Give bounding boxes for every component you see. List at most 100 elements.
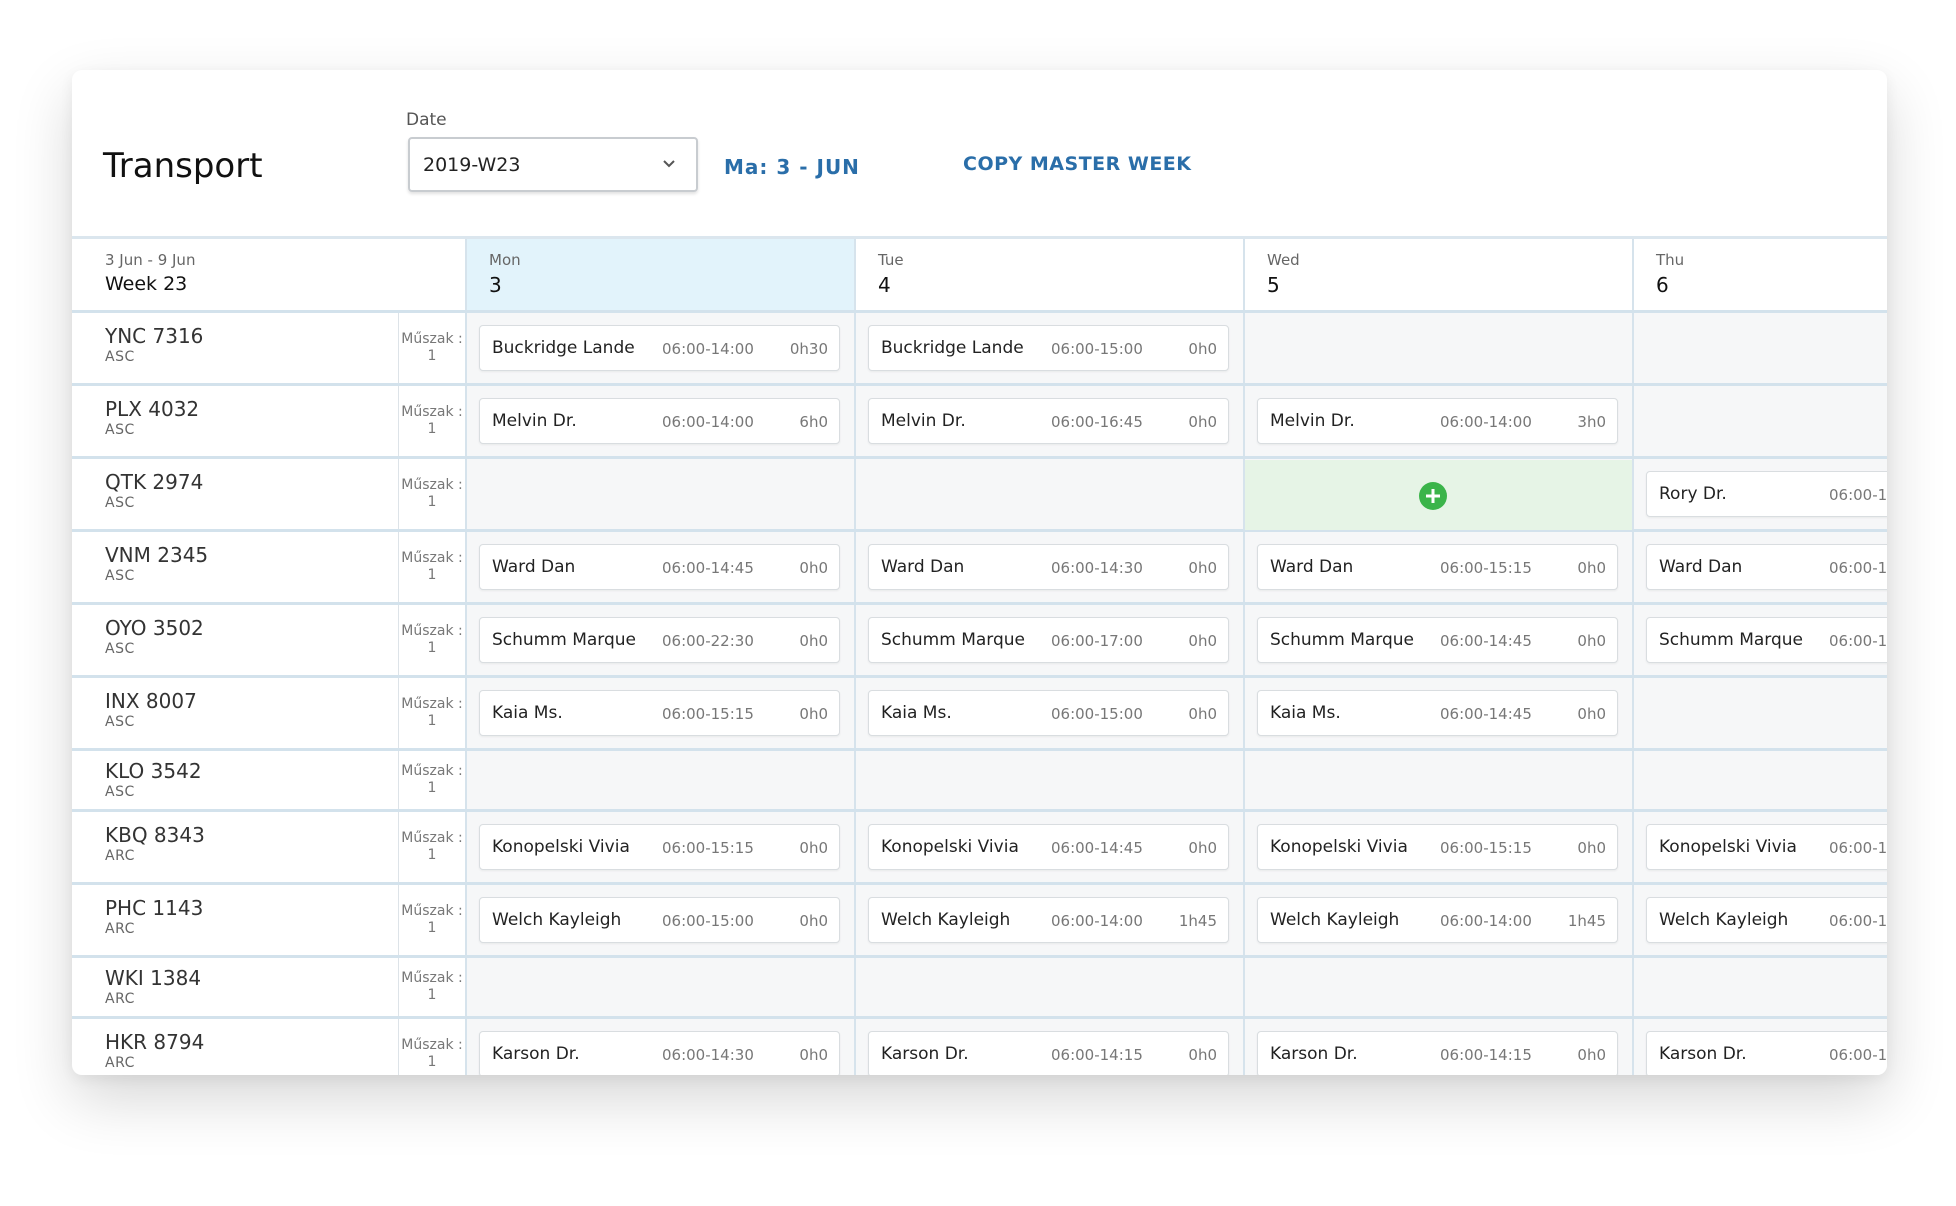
shift-extra: 0h0: [1188, 705, 1217, 723]
shift-card[interactable]: Kaia Ms. 06:00-15:15 0h0: [479, 690, 840, 736]
shift-card[interactable]: Welch Kayleigh 06:00-14:00 1h45: [1257, 897, 1618, 943]
shift-card[interactable]: Karson Dr. 06:00-14:30 0h0: [479, 1031, 840, 1075]
shift-extra: 0h0: [799, 1046, 828, 1064]
shift-card[interactable]: Ward Dan 06:00-14:30 0h0: [868, 544, 1229, 590]
day-cell: Welch Kayleigh 06:00-15:00 0h0: [465, 885, 854, 955]
shift-extra: 0h0: [1188, 632, 1217, 650]
vehicle-name: VNM 2345: [105, 543, 209, 567]
shift-card[interactable]: Melvin Dr. 06:00-14:00 3h0: [1257, 398, 1618, 444]
shift-card[interactable]: Kaia Ms. 06:00-15:00 0h0: [868, 690, 1229, 736]
shift-card[interactable]: Ward Dan 06:00-1: [1646, 544, 1887, 590]
shift-card[interactable]: Schumm Marque 06:00-17:00 0h0: [868, 617, 1229, 663]
vehicle-group: ASC: [105, 495, 135, 511]
shift-card[interactable]: Karson Dr. 06:00-1: [1646, 1031, 1887, 1075]
driver-name: Schumm Marque: [492, 630, 637, 650]
shift-card[interactable]: Schumm Marque 06:00-14:45 0h0: [1257, 617, 1618, 663]
day-cell: Ward Dan 06:00-14:30 0h0: [854, 532, 1243, 602]
day-cell: Schumm Marque 06:00-17:00 0h0: [854, 605, 1243, 675]
driver-name: Konopelski Vivia: [881, 837, 1019, 857]
add-slot[interactable]: [1243, 460, 1632, 530]
vehicle-group: ASC: [105, 714, 135, 730]
shift-time: 06:00-14:00: [1440, 413, 1532, 431]
vehicle-name: KBQ 8343: [105, 823, 205, 847]
shift-card[interactable]: Welch Kayleigh 06:00-14:00 1h45: [868, 897, 1229, 943]
day-cell: Konopelski Vivia 06:00-14:45 0h0: [854, 812, 1243, 882]
driver-name: Karson Dr.: [881, 1044, 969, 1064]
shift-card[interactable]: Konopelski Vivia 06:00-15:15 0h0: [479, 824, 840, 870]
shift-label: Műszak :: [401, 763, 463, 779]
shift-time: 06:00-14:45: [662, 559, 754, 577]
shift-card[interactable]: Konopelski Vivia 06:00-14:45 0h0: [868, 824, 1229, 870]
day-cell: Melvin Dr. 06:00-16:45 0h0: [854, 386, 1243, 456]
driver-name: Karson Dr.: [1270, 1044, 1358, 1064]
shift-cell: Műszak :1: [398, 532, 465, 602]
shift-time: 06:00-14:00: [1051, 912, 1143, 930]
shift-extra: 0h0: [799, 559, 828, 577]
shift-card[interactable]: Karson Dr. 06:00-14:15 0h0: [1257, 1031, 1618, 1075]
vehicle-row: PHC 1143 ARC Műszak :1 Welch Kayleigh 06:00-…: [72, 885, 1887, 958]
shift-number: 1: [427, 567, 437, 583]
shift-number: 1: [427, 987, 437, 1003]
day-cell: [1243, 958, 1632, 1016]
driver-name: Welch Kayleigh: [1659, 910, 1789, 930]
shift-card[interactable]: Konopelski Vivia 06:00-15:15 0h0: [1257, 824, 1618, 870]
shift-card[interactable]: Buckridge Lande 06:00-15:00 0h0: [868, 325, 1229, 371]
shift-card[interactable]: Ward Dan 06:00-14:45 0h0: [479, 544, 840, 590]
vehicle-row: KLO 3542 ASC Műszak :1: [72, 751, 1887, 812]
shift-card[interactable]: Kaia Ms. 06:00-14:45 0h0: [1257, 690, 1618, 736]
shift-card[interactable]: Welch Kayleigh 06:00-1: [1646, 897, 1887, 943]
shift-card[interactable]: Ward Dan 06:00-15:15 0h0: [1257, 544, 1618, 590]
shift-time: 06:00-1: [1829, 486, 1887, 504]
driver-name: Welch Kayleigh: [1270, 910, 1400, 930]
vehicle-name: HKR 8794: [105, 1030, 205, 1054]
shift-label: Műszak :: [401, 550, 463, 566]
shift-time: 06:00-16:45: [1051, 413, 1143, 431]
shift-extra: 0h0: [1188, 839, 1217, 857]
day-cell: Buckridge Lande 06:00-14:00 0h30: [465, 313, 854, 383]
driver-name: Karson Dr.: [1659, 1044, 1747, 1064]
day-cell: [1632, 958, 1887, 1016]
day-header: Mon 3: [465, 239, 854, 310]
shift-card[interactable]: Konopelski Vivia 06:00-1: [1646, 824, 1887, 870]
day-cell: Melvin Dr. 06:00-14:00 6h0: [465, 386, 854, 456]
date-select[interactable]: 2019-W23: [408, 137, 698, 192]
week-header: 3 Jun - 9 Jun Week 23 Mon 3 Tue 4 Wed 5 Thu 6: [72, 236, 1887, 313]
date-label: Date: [406, 110, 447, 130]
shift-card[interactable]: Melvin Dr. 06:00-14:00 6h0: [479, 398, 840, 444]
day-name: Thu: [1656, 251, 1685, 269]
vehicle-name: INX 8007: [105, 689, 197, 713]
driver-name: Schumm Marque: [1659, 630, 1804, 650]
day-cell: [854, 958, 1243, 1016]
shift-card[interactable]: Buckridge Lande 06:00-14:00 0h30: [479, 325, 840, 371]
shift-card[interactable]: Karson Dr. 06:00-14:15 0h0: [868, 1031, 1229, 1075]
shift-label: Műszak :: [401, 477, 463, 493]
shift-number: 1: [427, 494, 437, 510]
shift-card[interactable]: Schumm Marque 06:00-1: [1646, 617, 1887, 663]
day-cell: Welch Kayleigh 06:00-14:00 1h45: [854, 885, 1243, 955]
vehicle-group: ASC: [105, 349, 135, 365]
shift-number: 1: [427, 1054, 437, 1070]
shift-card[interactable]: Melvin Dr. 06:00-16:45 0h0: [868, 398, 1229, 444]
shift-cell: Műszak :1: [398, 1019, 465, 1075]
shift-label: Műszak :: [401, 623, 463, 639]
shift-cell: Műszak :1: [398, 605, 465, 675]
copy-master-week-button[interactable]: COPY MASTER WEEK: [963, 153, 1192, 175]
vehicle-name: KLO 3542: [105, 759, 202, 783]
shift-card[interactable]: Rory Dr. 06:00-1: [1646, 471, 1887, 517]
shift-time: 06:00-15:15: [1440, 559, 1532, 577]
day-name: Mon: [489, 251, 521, 269]
day-cell: Konopelski Vivia 06:00-15:15 0h0: [1243, 812, 1632, 882]
shift-number: 1: [427, 780, 437, 796]
driver-name: Kaia Ms.: [1270, 703, 1341, 723]
day-cell: Schumm Marque 06:00-22:30 0h0: [465, 605, 854, 675]
day-cell: Schumm Marque 06:00-14:45 0h0: [1243, 605, 1632, 675]
shift-card[interactable]: Welch Kayleigh 06:00-15:00 0h0: [479, 897, 840, 943]
week-range: 3 Jun - 9 Jun: [105, 251, 196, 269]
driver-name: Ward Dan: [1270, 557, 1354, 577]
vehicle-name: YNC 7316: [105, 324, 204, 348]
shift-card[interactable]: Schumm Marque 06:00-22:30 0h0: [479, 617, 840, 663]
day-link[interactable]: Ma: 3 - JUN: [724, 155, 860, 179]
shift-number: 1: [427, 713, 437, 729]
day-cell: Karson Dr. 06:00-1: [1632, 1019, 1887, 1075]
